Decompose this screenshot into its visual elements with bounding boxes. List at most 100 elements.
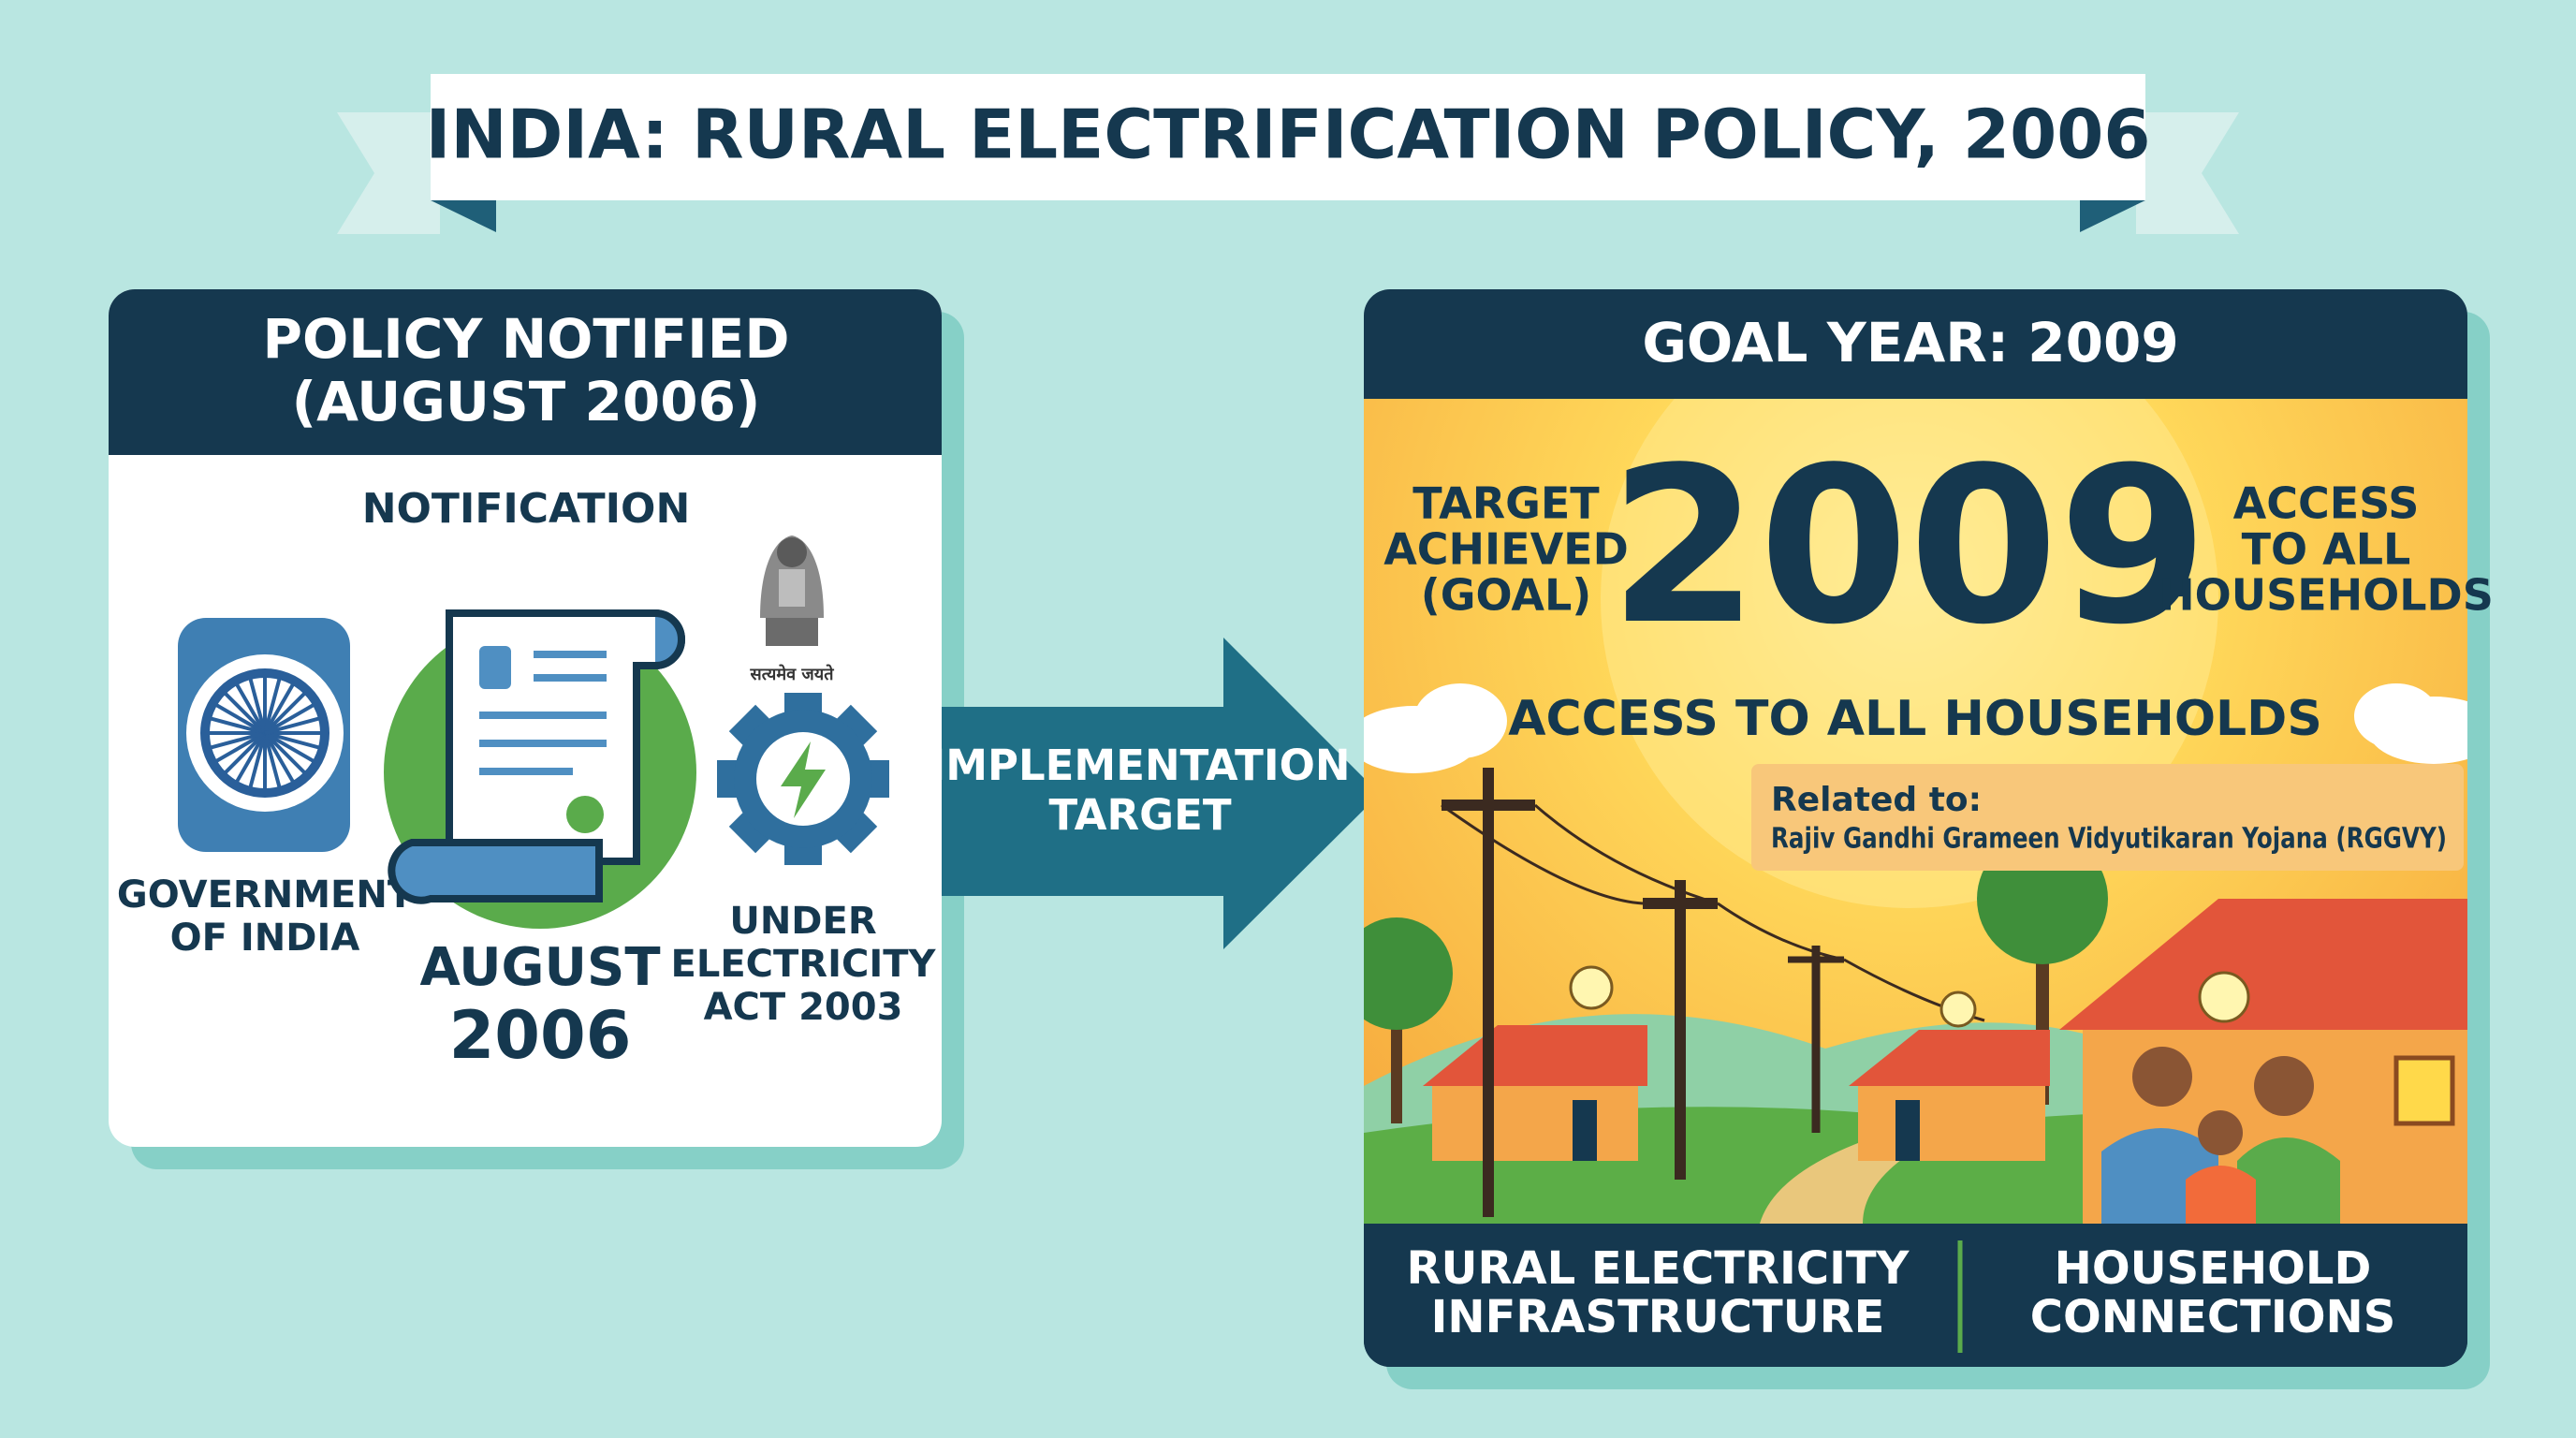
bulb bbox=[1569, 965, 2250, 1028]
bulb bbox=[1939, 990, 1977, 1028]
label: ACT 2003 bbox=[704, 986, 903, 1029]
india-emblem bbox=[264, 731, 322, 750]
document-icon bbox=[534, 674, 607, 682]
document-icon bbox=[479, 740, 607, 747]
india-emblem bbox=[207, 675, 323, 791]
title-banner bbox=[431, 200, 496, 232]
lion-capital bbox=[779, 569, 805, 607]
goal-card: GOAL YEAR: 2009 bbox=[1364, 289, 2494, 1389]
lion-capital bbox=[760, 536, 824, 646]
note: ACCESS bbox=[2233, 478, 2420, 529]
gear-icon bbox=[717, 693, 889, 865]
document-icon bbox=[384, 609, 696, 929]
house bbox=[1573, 1100, 1597, 1161]
motto: सत्यमेव जयते bbox=[750, 664, 835, 684]
card-header: (AUGUST 2006) bbox=[292, 370, 761, 433]
house bbox=[2393, 1055, 2455, 1126]
house bbox=[1432, 1086, 1638, 1161]
house bbox=[1895, 1100, 1920, 1161]
house bbox=[1423, 1025, 1647, 1086]
india-emblem bbox=[234, 732, 267, 785]
arrow bbox=[942, 638, 1380, 949]
title-banner bbox=[2080, 200, 2145, 232]
family bbox=[2186, 1166, 2256, 1224]
footer-label: RURAL ELECTRICITY bbox=[1407, 1242, 1910, 1295]
policy-card: POLICY NOTIFIED (AUGUST 2006) NOTIFICATI… bbox=[109, 289, 964, 1169]
house bbox=[2059, 899, 2467, 1030]
family bbox=[2101, 1047, 2340, 1224]
label: OF INDIA bbox=[170, 917, 360, 960]
lion-capital bbox=[777, 537, 807, 567]
lion-capital bbox=[766, 618, 818, 646]
india-emblem bbox=[213, 702, 267, 735]
india-emblem bbox=[263, 690, 308, 735]
india-emblem bbox=[234, 682, 267, 734]
india-emblem bbox=[208, 731, 266, 750]
cloud bbox=[2354, 683, 2438, 749]
house bbox=[1858, 1086, 2045, 1161]
india-emblem bbox=[263, 676, 282, 734]
label: ELECTRICITY bbox=[671, 943, 937, 986]
related-scheme: Rajiv Gandhi Grameen Vidyutikaran Yojana… bbox=[1771, 823, 2447, 856]
document-icon bbox=[534, 651, 607, 658]
india-emblem bbox=[263, 732, 296, 785]
note: (GOAL) bbox=[1421, 570, 1592, 621]
arrow-label: TARGET bbox=[1048, 790, 1231, 840]
gear-icon bbox=[781, 741, 826, 818]
related-box bbox=[1751, 764, 2464, 871]
footer-label: CONNECTIONS bbox=[2030, 1291, 2396, 1343]
footer-label: INFRASTRUCTURE bbox=[1431, 1291, 1885, 1343]
bulb bbox=[2198, 971, 2250, 1023]
title-banner: INDIA: RURAL ELECTRIFICATION POLICY, 200… bbox=[337, 74, 2239, 234]
title-banner bbox=[2136, 112, 2239, 234]
india-emblem bbox=[263, 732, 282, 790]
title: INDIA: RURAL ELECTRIFICATION POLICY, 200… bbox=[426, 95, 2151, 174]
document-icon bbox=[479, 712, 607, 719]
power-line bbox=[1441, 768, 1985, 1217]
india-emblem bbox=[263, 682, 296, 734]
india-emblem bbox=[178, 618, 350, 852]
power-line bbox=[1717, 902, 1845, 961]
power-line bbox=[1441, 803, 1644, 905]
india-emblem bbox=[263, 702, 316, 735]
note: ACHIEVED bbox=[1383, 524, 1629, 575]
india-emblem bbox=[222, 731, 267, 776]
india-emblem bbox=[200, 668, 329, 798]
title-banner bbox=[431, 74, 2145, 200]
family bbox=[2254, 1056, 2314, 1116]
date: 2006 bbox=[449, 997, 632, 1074]
label: NOTIFICATION bbox=[362, 485, 691, 533]
family bbox=[2237, 1137, 2340, 1224]
power-line bbox=[1441, 803, 1985, 1022]
document-icon bbox=[566, 796, 604, 833]
family bbox=[2132, 1047, 2192, 1107]
india-emblem bbox=[222, 690, 267, 735]
date: AUGUST bbox=[419, 937, 660, 998]
label: UNDER bbox=[729, 900, 876, 943]
india-emblem bbox=[248, 676, 267, 734]
note: TARGET bbox=[1412, 478, 1600, 529]
arrow-label: IMPLEMENTATION bbox=[930, 741, 1351, 790]
title-banner bbox=[337, 112, 440, 234]
card-header: GOAL YEAR: 2009 bbox=[1642, 311, 2178, 374]
india-emblem bbox=[263, 731, 308, 776]
cloud bbox=[1364, 683, 2467, 773]
policy-card bbox=[109, 289, 942, 455]
related-label: Related to: bbox=[1771, 781, 1982, 819]
goal-year: 2009 bbox=[1609, 422, 2208, 672]
house bbox=[1849, 1030, 2050, 1086]
india-emblem bbox=[264, 716, 322, 735]
india-emblem bbox=[208, 716, 266, 735]
note: TO ALL bbox=[2242, 524, 2411, 575]
scene bbox=[1364, 399, 2467, 1224]
document-icon bbox=[388, 839, 603, 904]
tree bbox=[1364, 917, 1453, 1030]
document-icon bbox=[654, 609, 686, 669]
india-emblem bbox=[213, 731, 267, 764]
bulb bbox=[1569, 965, 1614, 1010]
arrow: IMPLEMENTATION TARGET bbox=[930, 638, 1380, 949]
footer-label: HOUSEHOLD bbox=[2055, 1242, 2372, 1295]
card-header: POLICY NOTIFIED bbox=[262, 307, 789, 371]
